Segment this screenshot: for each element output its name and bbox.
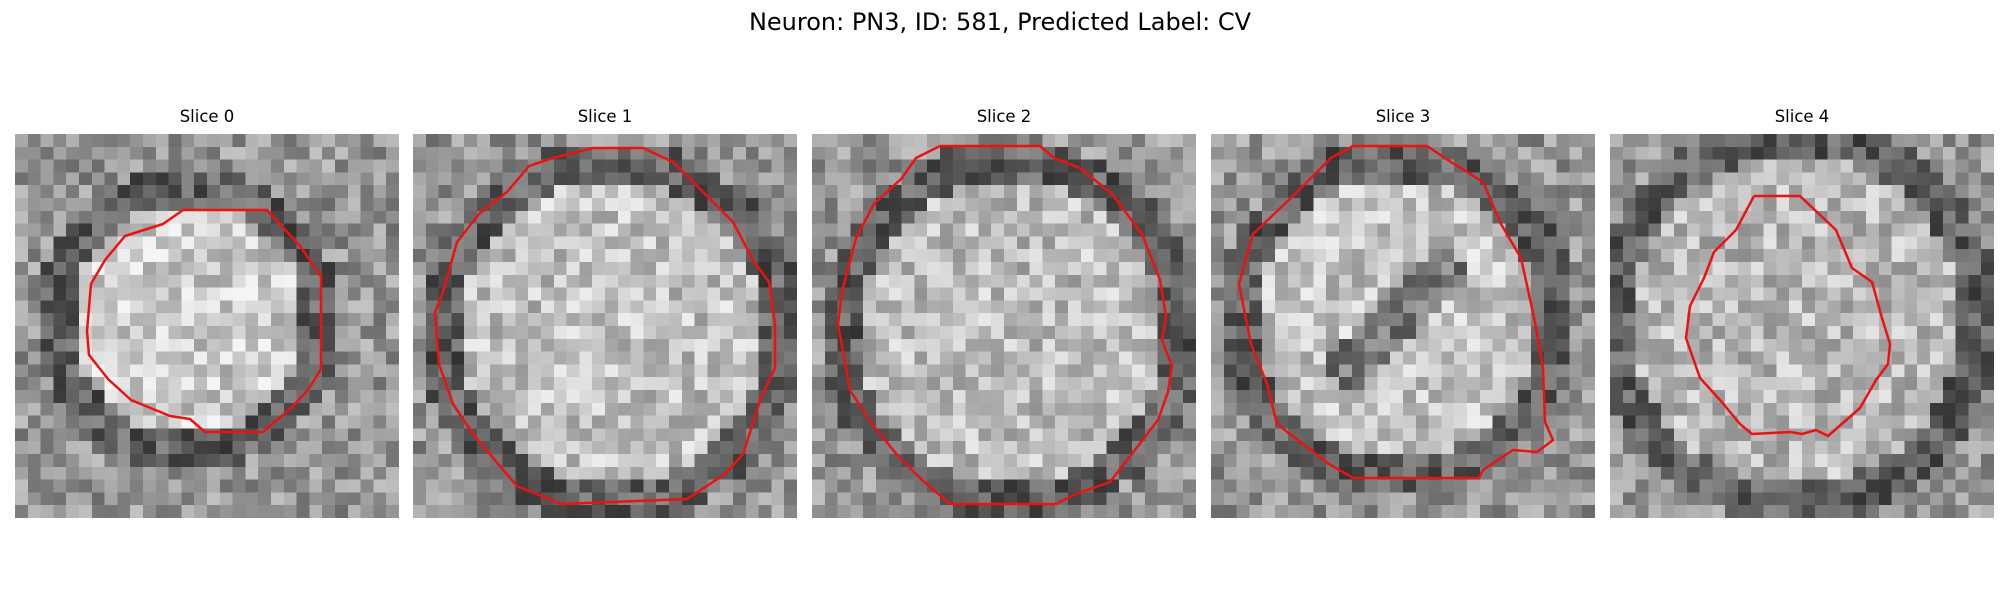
slice-panel-2: Slice 2 [812,106,1196,518]
segmentation-contour [85,208,323,434]
figure-title: Neuron: PN3, ID: 581, Predicted Label: C… [748,8,1252,36]
slice-image-4 [1610,134,1994,518]
slice-image-2 [812,134,1196,518]
slice-title: Slice 1 [577,107,633,126]
segmentation-contour [836,144,1174,506]
slice-image-0 [15,134,399,518]
slice-title: Slice 0 [179,107,235,126]
slice-panel-1: Slice 1 [413,106,797,518]
slice-panel-0: Slice 0 [15,106,399,518]
segmentation-contour [1237,144,1555,480]
slice-title: Slice 3 [1375,107,1431,126]
segmentation-contour [433,146,777,506]
slice-panel-4: Slice 4 [1610,106,1994,518]
slice-title: Slice 4 [1774,107,1830,126]
slice-image-3 [1211,134,1595,518]
slice-panel-3: Slice 3 [1211,106,1595,518]
slice-image-1 [413,134,797,518]
microscopy-image [15,134,399,518]
microscopy-image [413,134,797,518]
segmentation-contour [1684,194,1892,438]
slice-title: Slice 2 [976,107,1032,126]
microscopy-image [1211,134,1595,518]
